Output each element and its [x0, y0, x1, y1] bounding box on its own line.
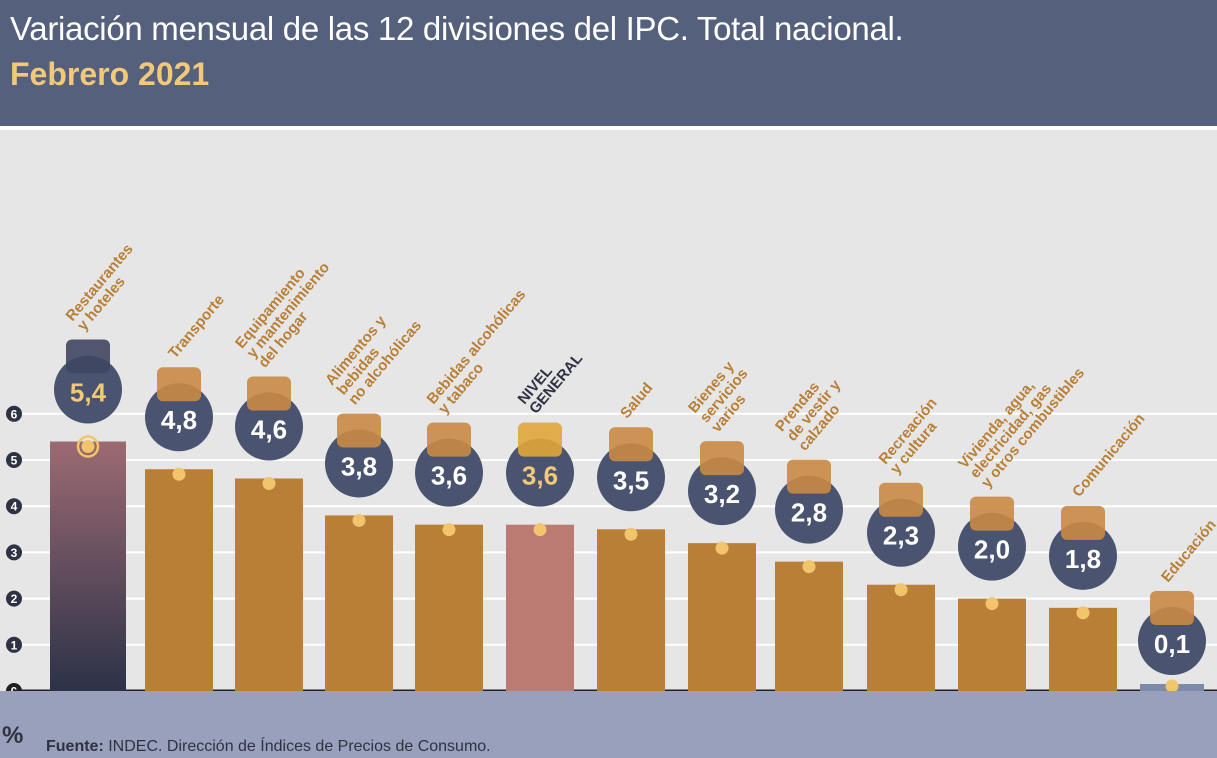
transport-icon: [157, 367, 201, 402]
value-label: 0,1: [1154, 629, 1190, 659]
y-tick-label: 3: [11, 546, 18, 560]
category-label-line: Transporte: [165, 291, 228, 361]
bar: [775, 561, 843, 691]
comb-scissors-icon: [700, 441, 744, 476]
y-tick-marker: [6, 636, 22, 653]
value-label: 3,6: [431, 461, 467, 491]
category-label-line: Bebidas alcohólicas: [424, 286, 530, 407]
bar: [415, 524, 483, 691]
value-dot: [715, 541, 729, 555]
value-dot: [624, 527, 638, 541]
value-label: 3,2: [704, 479, 740, 509]
value-label: 3,6: [522, 461, 558, 491]
bar: [1049, 607, 1117, 691]
value-label: 2,8: [791, 498, 827, 528]
value-dot: [352, 513, 366, 527]
category-label-line: Comunicación: [1069, 410, 1148, 500]
restaurant-icon: [66, 339, 110, 374]
y-tick-label: 0: [11, 685, 18, 692]
value-dot: [172, 467, 186, 481]
bar: [867, 584, 935, 691]
category-label: Salud: [617, 380, 656, 422]
notebook-icon: [1150, 591, 1194, 625]
bar: [597, 529, 665, 691]
bar: [506, 524, 574, 691]
bottles-icon: [427, 422, 471, 457]
y-tick-marker: [6, 590, 22, 607]
bars: [50, 441, 1204, 691]
value-label: 3,8: [341, 451, 377, 481]
footer-band: [0, 691, 1217, 758]
value-label: 2,0: [974, 535, 1010, 565]
bar: [325, 515, 393, 691]
y-tick-label: 4: [11, 500, 18, 514]
y-tick-marker: [6, 544, 22, 561]
value-dot: [985, 597, 999, 611]
header-separator: [0, 126, 1217, 130]
chart-title: Variación mensual de las 12 divisiones d…: [10, 10, 904, 47]
category-label-line: Educación: [1158, 517, 1217, 586]
y-tick-label: 5: [11, 454, 18, 468]
value-label: 3,5: [613, 465, 649, 495]
y-tick-label: 1: [11, 638, 18, 652]
value-label: 1,8: [1065, 544, 1101, 574]
lightbulb-icon: [970, 496, 1014, 531]
value-dot: [1165, 679, 1179, 691]
value-label: 5,4: [70, 378, 107, 408]
source-label: Fuente:: [46, 738, 104, 755]
y-tick-label: 6: [11, 407, 18, 421]
beach-icon: [879, 482, 923, 517]
value-dot: [802, 560, 816, 574]
value-dot: [262, 476, 276, 490]
smartphone-icon: [1061, 505, 1105, 540]
value-dot: [81, 440, 95, 454]
value-dot: [1076, 606, 1090, 620]
value-dot: [442, 523, 456, 537]
y-tick-marker: [6, 405, 22, 422]
y-tick-marker: [6, 452, 22, 468]
category-label: Comunicación: [1069, 410, 1148, 500]
value-dot: [533, 523, 547, 537]
source-note: Fuente: INDEC. Dirección de Índices de P…: [46, 738, 491, 756]
washing-machine-icon: [247, 376, 291, 411]
y-tick-marker: [6, 498, 22, 515]
y-tick-marker: [6, 683, 22, 691]
value-dot-ring: [76, 435, 100, 458]
roast-chicken-icon: [337, 413, 381, 448]
tshirt-icon: [787, 459, 831, 494]
value-badges: 5,4 4,8 4,6 3,8 3,6 3,6 3,5 3,2 2,8 2,3 2,0 1,8 0,1: [54, 339, 1206, 675]
value-label: 4,8: [161, 405, 197, 435]
first-aid-icon: [609, 427, 653, 462]
category-label-line: Salud: [617, 380, 656, 422]
value-label: 4,6: [251, 414, 287, 444]
value-dot: [894, 583, 908, 597]
bar: [958, 598, 1026, 691]
category-label: Transporte: [165, 291, 228, 361]
bar: [50, 441, 126, 691]
y-axis-unit: %: [2, 722, 24, 749]
bar: [235, 478, 303, 691]
bar-chart: 0 1 2 3 4 5 6 5,4 4,8 4,6 3,8 3,6 3,6 3,5 3,2 2,8 2,3 2,…: [6, 241, 1217, 692]
header-band: Variación mensual de las 12 divisiones d…: [0, 0, 1217, 126]
value-label: 2,3: [883, 521, 919, 551]
shopping-basket-icon: [518, 422, 562, 457]
source-text: INDEC. Dirección de Índices de Precios d…: [103, 738, 491, 755]
bar: [688, 543, 756, 691]
bar: [145, 469, 213, 691]
value-dots: [76, 435, 1179, 691]
y-tick-label: 2: [11, 592, 18, 606]
category-label: Educación: [1158, 517, 1217, 586]
chart-subtitle: Febrero 2021: [10, 56, 210, 92]
